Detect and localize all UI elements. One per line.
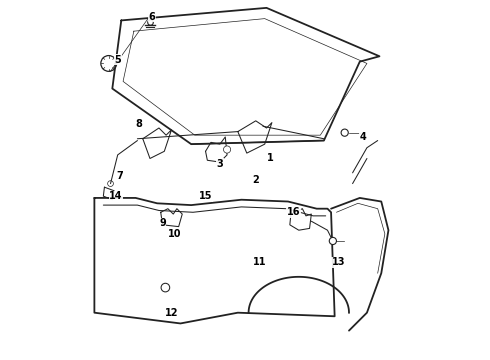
Polygon shape — [238, 121, 272, 153]
Text: 13: 13 — [332, 257, 345, 267]
Circle shape — [223, 146, 231, 153]
Text: 11: 11 — [252, 257, 266, 267]
Text: 5: 5 — [114, 55, 121, 65]
Text: 6: 6 — [148, 12, 155, 22]
Text: 2: 2 — [252, 175, 259, 185]
Text: 14: 14 — [109, 191, 122, 201]
Polygon shape — [103, 187, 114, 200]
Polygon shape — [205, 137, 227, 162]
Polygon shape — [290, 209, 311, 230]
Circle shape — [341, 129, 348, 136]
Text: 9: 9 — [159, 218, 166, 228]
Text: 16: 16 — [287, 207, 300, 217]
Text: 10: 10 — [169, 229, 182, 239]
Text: 8: 8 — [136, 120, 143, 129]
Text: 12: 12 — [165, 308, 178, 318]
Text: 4: 4 — [360, 132, 367, 142]
Text: 1: 1 — [267, 153, 273, 163]
Text: 15: 15 — [199, 191, 212, 201]
Text: 3: 3 — [217, 159, 223, 169]
Polygon shape — [161, 209, 182, 226]
Circle shape — [329, 237, 337, 244]
Polygon shape — [143, 128, 172, 158]
Polygon shape — [112, 8, 379, 144]
Text: 7: 7 — [116, 171, 123, 181]
Polygon shape — [95, 198, 335, 323]
